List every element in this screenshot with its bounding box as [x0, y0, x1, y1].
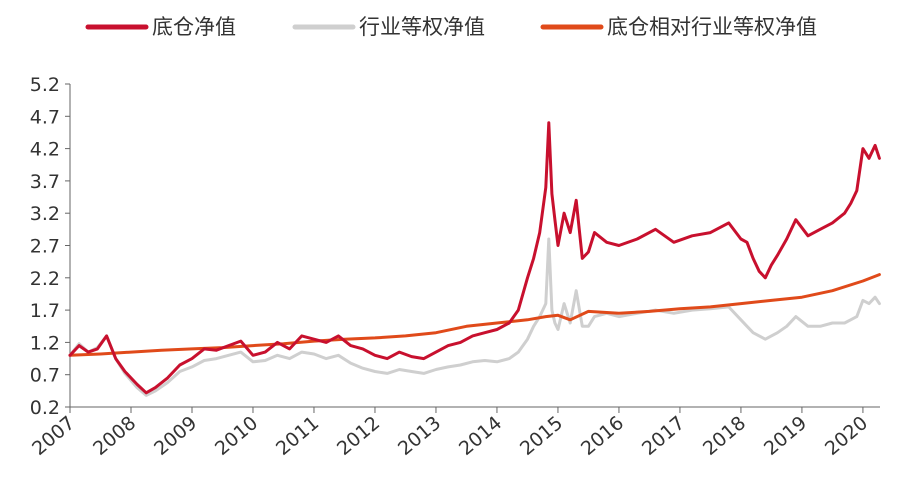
- legend-label-0: 底仓净值: [152, 15, 236, 39]
- series-layer: [68, 121, 881, 397]
- x-tick-label: 2015: [516, 412, 567, 460]
- x-tick-label: 2008: [89, 412, 140, 460]
- series-line-0: [68, 121, 881, 395]
- y-tick-label: 2.7: [30, 236, 60, 258]
- y-tick-label: 2.2: [30, 268, 60, 290]
- y-tick-label: 3.7: [30, 171, 60, 193]
- x-tick-label: 2011: [272, 412, 323, 460]
- y-tick-label: 1.2: [30, 332, 60, 354]
- x-tick-label: 2010: [211, 412, 262, 460]
- x-tick-label: 2016: [577, 412, 628, 460]
- x-tick-label: 2020: [821, 412, 872, 460]
- y-tick-label: 4.2: [30, 139, 60, 161]
- x-tick-label: 2013: [394, 412, 445, 460]
- x-tick-label: 2009: [150, 412, 201, 460]
- series-line-2: [68, 273, 881, 357]
- y-tick-label: 1.7: [30, 300, 60, 322]
- x-tick-label: 2007: [28, 412, 79, 460]
- y-tick-label: 4.7: [30, 106, 60, 128]
- x-tick-label: 2012: [333, 412, 384, 460]
- x-tick-label: 2017: [638, 412, 689, 460]
- y-tick-label: 0.2: [30, 397, 60, 419]
- y-tick-label: 5.2: [30, 74, 60, 96]
- x-tick-label: 2018: [699, 412, 750, 460]
- x-tick-label: 2014: [455, 412, 506, 460]
- legend-label-2: 底仓相对行业等权净值: [607, 15, 817, 39]
- legend: 底仓净值 行业等权净值 底仓相对行业等权净值: [85, 15, 817, 39]
- y-tick-label: 3.2: [30, 203, 60, 225]
- y-tick-label: 0.7: [30, 365, 60, 387]
- series-line-1: [68, 237, 881, 397]
- x-tick-label: 2019: [760, 412, 811, 460]
- legend-label-1: 行业等权净值: [359, 15, 485, 39]
